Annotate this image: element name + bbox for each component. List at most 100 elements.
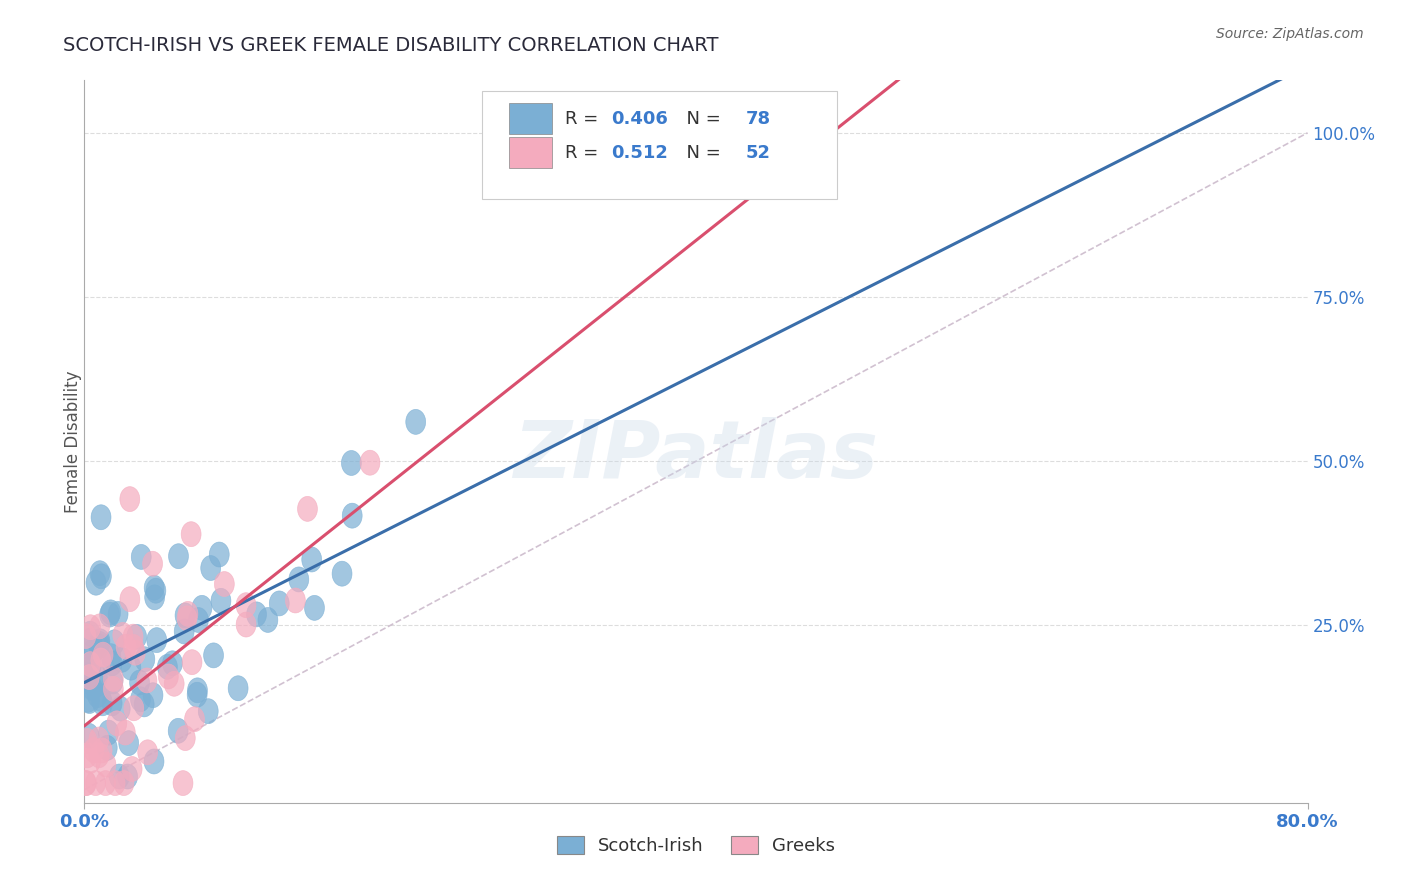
- Ellipse shape: [80, 628, 100, 653]
- Ellipse shape: [103, 651, 122, 676]
- Ellipse shape: [173, 771, 193, 796]
- Ellipse shape: [146, 628, 167, 653]
- Ellipse shape: [90, 629, 110, 654]
- Ellipse shape: [163, 651, 183, 676]
- Ellipse shape: [145, 585, 165, 610]
- Ellipse shape: [77, 657, 97, 682]
- Ellipse shape: [122, 756, 142, 781]
- Ellipse shape: [100, 602, 120, 627]
- Ellipse shape: [76, 624, 96, 648]
- Ellipse shape: [360, 450, 380, 475]
- Text: 52: 52: [747, 144, 770, 161]
- Text: 0.406: 0.406: [612, 110, 668, 128]
- Ellipse shape: [89, 743, 108, 768]
- Ellipse shape: [93, 642, 112, 667]
- Ellipse shape: [183, 649, 202, 674]
- Ellipse shape: [97, 735, 117, 760]
- Ellipse shape: [79, 688, 98, 713]
- Ellipse shape: [228, 676, 247, 701]
- Ellipse shape: [103, 669, 122, 694]
- Ellipse shape: [209, 542, 229, 567]
- Ellipse shape: [83, 675, 103, 700]
- Ellipse shape: [80, 652, 100, 677]
- Ellipse shape: [80, 689, 100, 714]
- Ellipse shape: [87, 682, 107, 707]
- Ellipse shape: [179, 601, 198, 626]
- Ellipse shape: [270, 591, 290, 615]
- Ellipse shape: [101, 600, 121, 624]
- Ellipse shape: [135, 647, 155, 672]
- Ellipse shape: [143, 749, 165, 774]
- Ellipse shape: [76, 771, 96, 796]
- Ellipse shape: [84, 738, 104, 763]
- Ellipse shape: [134, 692, 155, 717]
- Ellipse shape: [120, 487, 139, 512]
- Ellipse shape: [82, 652, 101, 677]
- Ellipse shape: [80, 615, 100, 640]
- Ellipse shape: [406, 409, 426, 434]
- Ellipse shape: [145, 575, 165, 600]
- Ellipse shape: [187, 678, 208, 703]
- Ellipse shape: [184, 706, 204, 731]
- Text: R =: R =: [565, 144, 610, 161]
- Ellipse shape: [115, 720, 135, 745]
- Ellipse shape: [124, 696, 143, 721]
- Ellipse shape: [169, 718, 188, 743]
- Ellipse shape: [80, 621, 100, 646]
- Ellipse shape: [91, 505, 111, 530]
- Ellipse shape: [96, 771, 115, 796]
- Ellipse shape: [204, 643, 224, 668]
- Ellipse shape: [101, 644, 121, 669]
- Ellipse shape: [176, 725, 195, 750]
- Ellipse shape: [96, 752, 115, 777]
- Text: N =: N =: [675, 110, 727, 128]
- Ellipse shape: [125, 640, 145, 665]
- Text: 78: 78: [747, 110, 772, 128]
- Ellipse shape: [211, 589, 231, 614]
- Ellipse shape: [198, 698, 218, 723]
- Ellipse shape: [302, 547, 322, 572]
- Ellipse shape: [77, 743, 97, 768]
- Text: 0.512: 0.512: [612, 144, 668, 161]
- Ellipse shape: [181, 522, 201, 547]
- Ellipse shape: [114, 771, 134, 796]
- Ellipse shape: [104, 630, 124, 655]
- Ellipse shape: [108, 601, 128, 626]
- Ellipse shape: [236, 592, 256, 617]
- Ellipse shape: [89, 727, 108, 752]
- Ellipse shape: [129, 670, 149, 695]
- Ellipse shape: [157, 655, 177, 680]
- Ellipse shape: [87, 665, 107, 690]
- Ellipse shape: [257, 607, 278, 632]
- Legend: Scotch-Irish, Greeks: Scotch-Irish, Greeks: [550, 829, 842, 863]
- Ellipse shape: [84, 637, 104, 662]
- Y-axis label: Female Disability: Female Disability: [65, 370, 82, 513]
- Ellipse shape: [103, 690, 122, 715]
- Ellipse shape: [104, 666, 124, 691]
- Ellipse shape: [86, 771, 105, 796]
- Ellipse shape: [298, 497, 318, 521]
- Ellipse shape: [246, 602, 267, 627]
- Ellipse shape: [107, 711, 127, 736]
- Ellipse shape: [117, 634, 136, 659]
- Ellipse shape: [90, 632, 110, 657]
- Ellipse shape: [215, 572, 235, 597]
- Ellipse shape: [89, 633, 108, 658]
- Ellipse shape: [112, 648, 132, 673]
- Ellipse shape: [124, 634, 143, 659]
- Ellipse shape: [91, 648, 111, 673]
- Ellipse shape: [120, 587, 139, 612]
- Ellipse shape: [201, 556, 221, 581]
- Text: ZIPatlas: ZIPatlas: [513, 417, 879, 495]
- Ellipse shape: [91, 687, 111, 712]
- Ellipse shape: [285, 588, 305, 613]
- Text: Source: ZipAtlas.com: Source: ZipAtlas.com: [1216, 27, 1364, 41]
- Ellipse shape: [110, 764, 129, 789]
- Text: R =: R =: [565, 110, 605, 128]
- Text: SCOTCH-IRISH VS GREEK FEMALE DISABILITY CORRELATION CHART: SCOTCH-IRISH VS GREEK FEMALE DISABILITY …: [63, 36, 718, 54]
- Ellipse shape: [288, 567, 309, 592]
- Ellipse shape: [236, 612, 256, 637]
- Ellipse shape: [176, 603, 195, 628]
- Ellipse shape: [305, 595, 325, 620]
- Ellipse shape: [187, 682, 207, 707]
